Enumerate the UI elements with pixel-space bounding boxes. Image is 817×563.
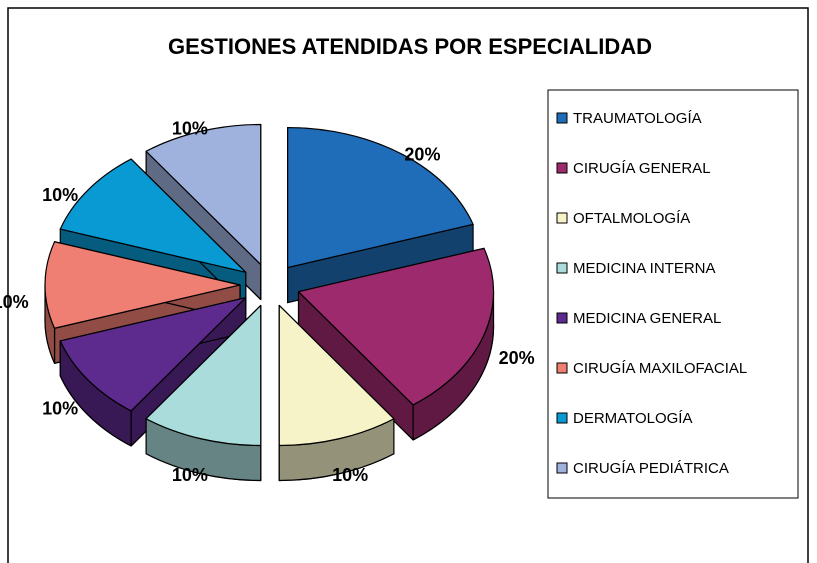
data-label: 10% [332, 465, 368, 485]
slice [145, 304, 262, 447]
legend-swatch [556, 412, 568, 424]
legend-swatch [556, 162, 568, 174]
data-label: 10% [42, 399, 78, 419]
chart-title: GESTIONES ATENDIDAS POR ESPECIALIDAD [168, 34, 652, 59]
data-label: 10% [0, 292, 29, 312]
data-label: 10% [172, 465, 208, 485]
slice [44, 241, 241, 329]
legend-swatch [556, 362, 568, 374]
legend-box [547, 89, 799, 499]
slice [287, 126, 474, 269]
data-label: 20% [404, 145, 440, 165]
legend-swatch [556, 312, 568, 324]
data-label: 10% [172, 119, 208, 139]
legend-label: OFTALMOLOGÍA [573, 210, 690, 227]
slice [145, 123, 262, 266]
legend-label: TRAUMATOLOGÍA [573, 110, 702, 127]
legend-label: DERMATOLOGÍA [573, 410, 692, 427]
legend-swatch [556, 112, 568, 124]
chart-frame [7, 7, 809, 563]
slice [59, 158, 247, 273]
slice [278, 304, 395, 447]
data-label: 20% [499, 348, 535, 368]
legend-label: MEDICINA GENERAL [573, 310, 721, 327]
slice [59, 297, 247, 412]
legend-label: CIRUGÍA MAXILOFACIAL [573, 360, 747, 377]
legend-swatch [556, 462, 568, 474]
legend-swatch [556, 262, 568, 274]
legend-label: CIRUGÍA PEDIÁTRICA [573, 460, 729, 477]
data-label: 10% [42, 185, 78, 205]
legend-label: MEDICINA INTERNA [573, 260, 716, 277]
legend-label: CIRUGÍA GENERAL [573, 160, 711, 177]
legend-swatch [556, 212, 568, 224]
slice [297, 247, 495, 406]
